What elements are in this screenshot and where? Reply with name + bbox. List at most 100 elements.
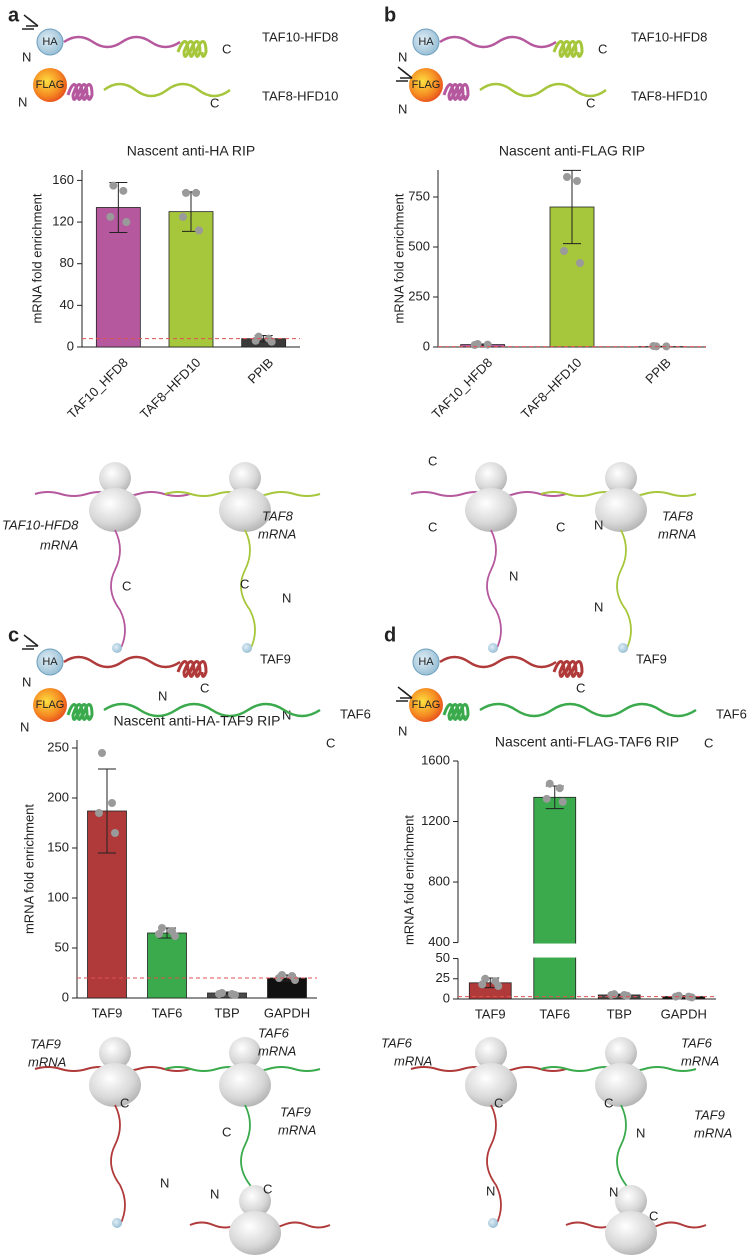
replicate-point (563, 173, 571, 181)
replicate-point (267, 337, 276, 346)
protein-chain (479, 702, 697, 718)
annotation: C (428, 453, 437, 468)
replicate-point (95, 809, 103, 817)
tag (488, 643, 498, 653)
annotation: C (200, 680, 209, 695)
annotation: HA (418, 656, 434, 668)
annotation: b (384, 4, 396, 26)
replicate-point (251, 336, 260, 345)
protein-chain (63, 35, 181, 49)
y-tick-label: 160 (52, 172, 74, 187)
ribosome-large (89, 488, 141, 532)
y-axis-label: mRNA fold enrichment (21, 804, 36, 934)
y-tick-label: 50 (436, 950, 450, 965)
replicate-point (494, 982, 503, 991)
y-tick-label: 750 (408, 188, 430, 203)
annotation: TAF8-HFD10 (631, 88, 707, 103)
ribosome-large (465, 488, 517, 532)
protein-coil (552, 660, 584, 678)
replicate-point (119, 186, 128, 195)
protein-coil (552, 40, 584, 58)
ribosome-large (605, 1211, 657, 1255)
ribosome-small (99, 1037, 131, 1069)
annotation: TAF9 (280, 1104, 311, 1119)
y-tick-label: 0 (67, 338, 74, 353)
annotation: N (22, 49, 31, 64)
annotation: TAF9 (694, 1107, 725, 1122)
ribosome-small (605, 1037, 637, 1069)
protein-chain (439, 655, 557, 669)
replicate-point (649, 342, 658, 350)
protein-coil (176, 40, 208, 58)
annotation: N (594, 517, 603, 532)
y-tick-label: 500 (408, 238, 430, 253)
ribosome-small (605, 462, 637, 494)
x-tick-label: TAF9 (475, 1006, 506, 1021)
chart-title: Nascent anti-FLAG-TAF6 RIP (495, 734, 679, 750)
annotation: mRNA (278, 1122, 316, 1137)
annotation: N (18, 94, 27, 109)
panel: dHACTAF9FLAGNTAF6CTAF6mRNATAF6mRNACNCNNC… (381, 624, 747, 1255)
ribosome-small (615, 1185, 647, 1217)
x-tick-label: TAF6 (539, 1006, 570, 1021)
y-tick-label: 50 (55, 939, 69, 954)
annotation: mRNA (40, 537, 78, 552)
replicate-point (483, 340, 492, 349)
annotation: TAF8 (662, 508, 694, 523)
annotation: C (222, 1124, 231, 1139)
peptide (486, 529, 502, 651)
x-tick-label: TAF9 (92, 1005, 123, 1020)
replicate-point (111, 829, 119, 837)
replicate-point (607, 990, 616, 999)
annotation: TAF9 (30, 1036, 61, 1051)
annotation: N (594, 599, 603, 614)
replicate-point (155, 930, 163, 938)
schematic (410, 1037, 707, 1255)
antibody (396, 686, 413, 702)
replicate-point (687, 993, 696, 1002)
protein-chain (439, 35, 557, 49)
tag (112, 643, 122, 653)
flag-tag (409, 68, 443, 102)
peptide (110, 1104, 126, 1226)
annotation: C (556, 519, 565, 534)
x-tick-label: TAF10_HFD8 (429, 355, 496, 422)
chart-title: Nascent anti-HA-TAF9 RIP (113, 713, 280, 729)
ribosome-large (219, 488, 271, 532)
annotation: TAF10-HFD8 (262, 29, 338, 44)
annotation: FLAG (36, 79, 65, 91)
annotation: C (240, 576, 249, 591)
protein-coil (442, 703, 470, 721)
flag-tag (33, 688, 67, 722)
y-tick-label: 150 (47, 839, 69, 854)
annotation: TAF6 (681, 1035, 713, 1050)
ribosome-large (219, 1063, 271, 1107)
replicate-point (98, 749, 106, 757)
annotation: HA (42, 656, 58, 668)
annotation: HA (42, 36, 58, 48)
x-tick-label: PPIB (642, 355, 674, 387)
replicate-point (478, 980, 487, 989)
peptide (616, 529, 632, 651)
ribosome-small (239, 1185, 271, 1217)
x-tick-label: PPIB (245, 355, 277, 387)
annotation: C (704, 735, 713, 750)
replicate-point (555, 784, 564, 793)
y-tick-label: 250 (408, 288, 430, 303)
schematic (22, 634, 321, 722)
y-tick-label: 1600 (421, 752, 450, 767)
ribosome-large (595, 1063, 647, 1107)
y-tick-label: 200 (47, 789, 69, 804)
annotation: TAF8 (262, 508, 294, 523)
annotation: N (210, 1186, 219, 1201)
annotation: N (398, 49, 407, 64)
annotation: C (120, 1095, 129, 1110)
schematic (396, 648, 697, 722)
protein-coil (442, 83, 470, 101)
chart-title: Nascent anti-HA RIP (127, 143, 255, 159)
bar (147, 932, 187, 999)
replicate-point (109, 181, 118, 190)
annotation: C (586, 95, 595, 110)
schematic (22, 14, 231, 102)
replicate-point (192, 188, 200, 197)
